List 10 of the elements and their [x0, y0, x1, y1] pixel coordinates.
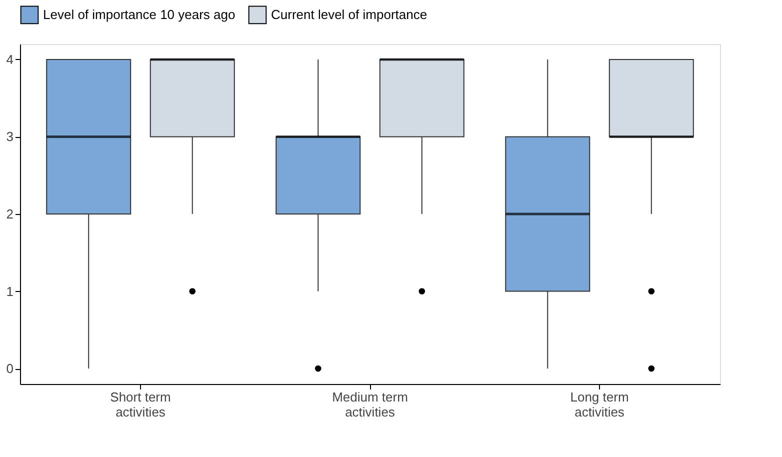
x-tick-label: Short term activities	[110, 390, 171, 420]
y-tick-label: 3	[6, 129, 14, 144]
x-tick-label: Long term activities	[570, 390, 629, 420]
x-tick-label: Medium term activities	[332, 390, 408, 420]
y-tick-label: 1	[6, 284, 14, 299]
y-tick-label: 4	[6, 52, 14, 67]
legend-label: Level of importance 10 years ago	[43, 6, 236, 22]
legend-label: Current level of importance	[271, 6, 428, 22]
y-tick-label: 2	[6, 206, 14, 222]
y-tick-label: 0	[6, 361, 14, 376]
